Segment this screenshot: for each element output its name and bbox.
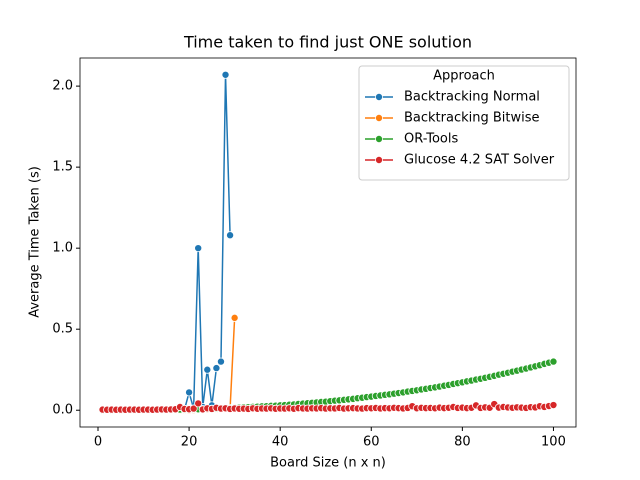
legend-marker xyxy=(374,155,383,164)
y-tick-label: 1.5 xyxy=(52,160,73,175)
data-point xyxy=(230,313,239,322)
chart-title: Time taken to find just ONE solution xyxy=(183,33,472,52)
x-tick-label: 60 xyxy=(363,435,380,450)
data-point xyxy=(189,404,198,413)
data-point xyxy=(226,231,235,240)
data-point xyxy=(194,244,203,253)
legend-label: Glucose 4.2 SAT Solver xyxy=(404,153,555,168)
data-point xyxy=(549,401,558,410)
legend-label: OR-Tools xyxy=(404,132,458,147)
legend-marker xyxy=(374,114,383,123)
legend-marker xyxy=(374,93,383,102)
data-point xyxy=(549,357,558,366)
data-point xyxy=(194,399,203,408)
y-tick-label: 1.0 xyxy=(52,241,73,256)
legend-label: Backtracking Bitwise xyxy=(404,111,540,126)
legend-marker xyxy=(374,134,383,143)
legend-box xyxy=(358,65,570,181)
plot-frame xyxy=(79,57,577,428)
x-tick-label: 80 xyxy=(454,435,471,450)
data-point xyxy=(221,70,230,79)
x-tick-label: 20 xyxy=(181,435,198,450)
y-tick-label: 0.5 xyxy=(52,322,73,337)
x-tick-label: 0 xyxy=(94,435,102,450)
legend-label: Backtracking Normal xyxy=(404,90,540,105)
data-point xyxy=(185,388,194,397)
data-point xyxy=(203,365,212,374)
x-axis-label: Board Size (n x n) xyxy=(270,456,386,471)
x-tick-label: 100 xyxy=(541,435,566,450)
y-tick-label: 2.0 xyxy=(52,79,73,94)
y-tick-label: 0.0 xyxy=(52,403,73,418)
data-point xyxy=(212,364,221,373)
y-axis-label: Average Time Taken (s) xyxy=(28,166,43,318)
legend-title: Approach xyxy=(433,69,495,84)
x-tick-label: 40 xyxy=(272,435,289,450)
data-point xyxy=(216,357,225,366)
